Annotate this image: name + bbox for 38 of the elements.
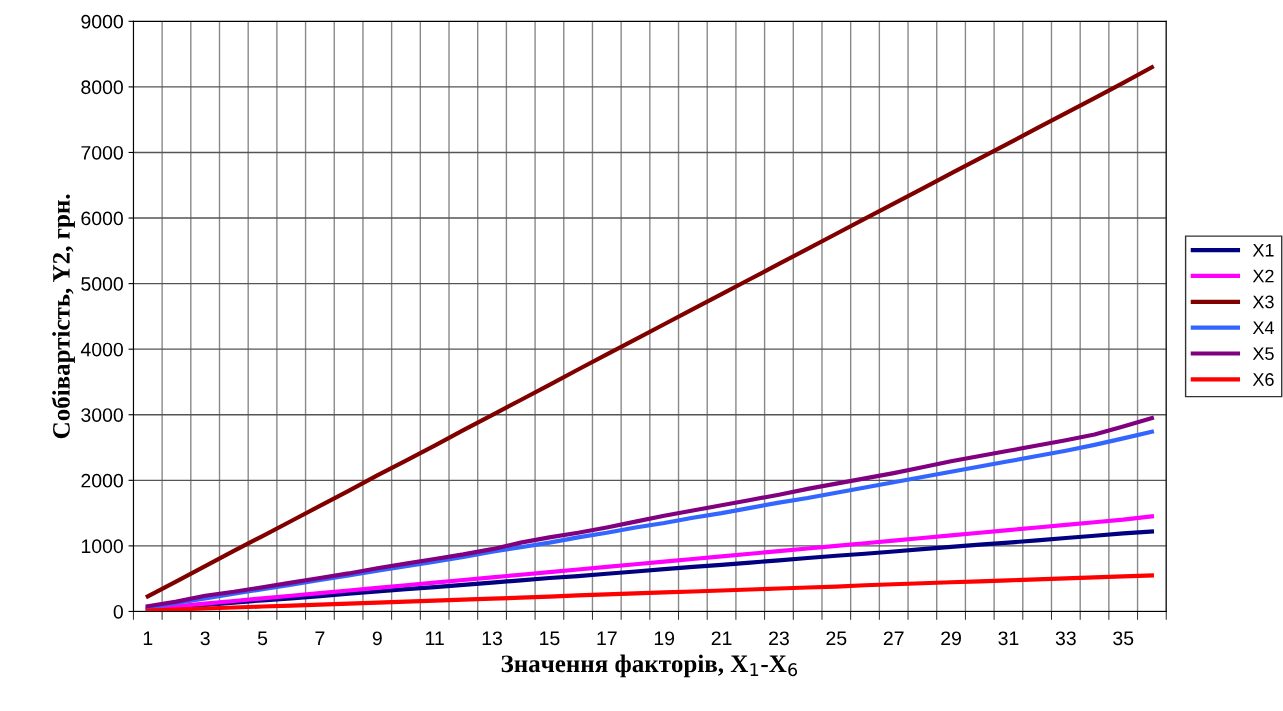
y-tick-label: 8000 [81, 80, 123, 95]
y-tick-label: 9000 [81, 14, 123, 29]
y-tick-label: 7000 [81, 145, 123, 160]
x-tick-label: 13 [482, 631, 503, 646]
x-tick-label: 5 [257, 631, 268, 646]
line-series [145, 65, 1154, 599]
y-tick-label: 5000 [81, 277, 123, 291]
legend-label: X2 [1252, 269, 1274, 283]
x-tick-label: 33 [1055, 631, 1076, 646]
x-tick-label: 19 [654, 631, 675, 646]
y-tick-label: 0 [113, 604, 123, 619]
x-tick-label: 31 [998, 631, 1019, 646]
legend-label: X6 [1252, 373, 1274, 386]
legend-label: X3 [1252, 295, 1274, 309]
x-tick-label: 25 [826, 631, 847, 646]
x-tick-label: 1 [143, 631, 153, 645]
x-tick-label: 27 [883, 631, 904, 645]
x-tick-label: 7 [315, 631, 325, 645]
x-axis-title: Значення факторів, X$_{1}$-X$_{6}$ [501, 654, 798, 678]
x-tick-label: 11 [426, 631, 444, 645]
x-tick-label: 3 [200, 631, 210, 646]
legend-label: X4 [1252, 321, 1274, 334]
x-tick-label: 17 [597, 631, 617, 645]
line-series [145, 573, 1154, 612]
y-tick-label: 2000 [81, 473, 123, 488]
x-tick-label: 15 [540, 631, 560, 646]
x-tick-label: 9 [372, 631, 382, 646]
x-tick-label: 35 [1113, 631, 1134, 646]
legend-label: X5 [1252, 347, 1274, 361]
y-tick-label: 3000 [81, 408, 123, 422]
legend-label: X1 [1252, 244, 1274, 257]
y-tick-label: 1000 [81, 539, 123, 554]
x-tick-label: 23 [769, 631, 789, 646]
y-tick-label: 6000 [81, 211, 123, 226]
x-tick-label: 29 [941, 631, 961, 646]
y-axis-title: Собівартість, Y2, грн. [51, 194, 75, 439]
x-tick-label: 21 [711, 631, 732, 645]
y-tick-label: 4000 [80, 342, 123, 357]
